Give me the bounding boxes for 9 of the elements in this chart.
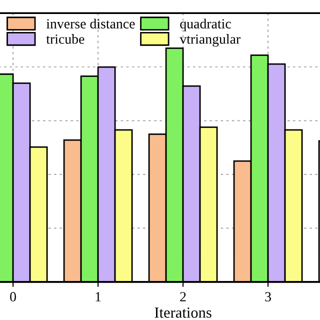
legend-label: inverse distance bbox=[46, 18, 135, 28]
x-tick-label: 0 bbox=[10, 292, 16, 302]
legend-label: quadratic bbox=[180, 18, 231, 32]
x-axis-title: Iterations bbox=[154, 308, 212, 318]
legend-label: vtriangular bbox=[180, 34, 240, 47]
x-tick-label: 3 bbox=[265, 292, 271, 302]
x-tick-label: 2 bbox=[180, 292, 186, 302]
legend-label: tricube bbox=[46, 34, 84, 44]
x-tick-label: 1 bbox=[96, 292, 101, 302]
